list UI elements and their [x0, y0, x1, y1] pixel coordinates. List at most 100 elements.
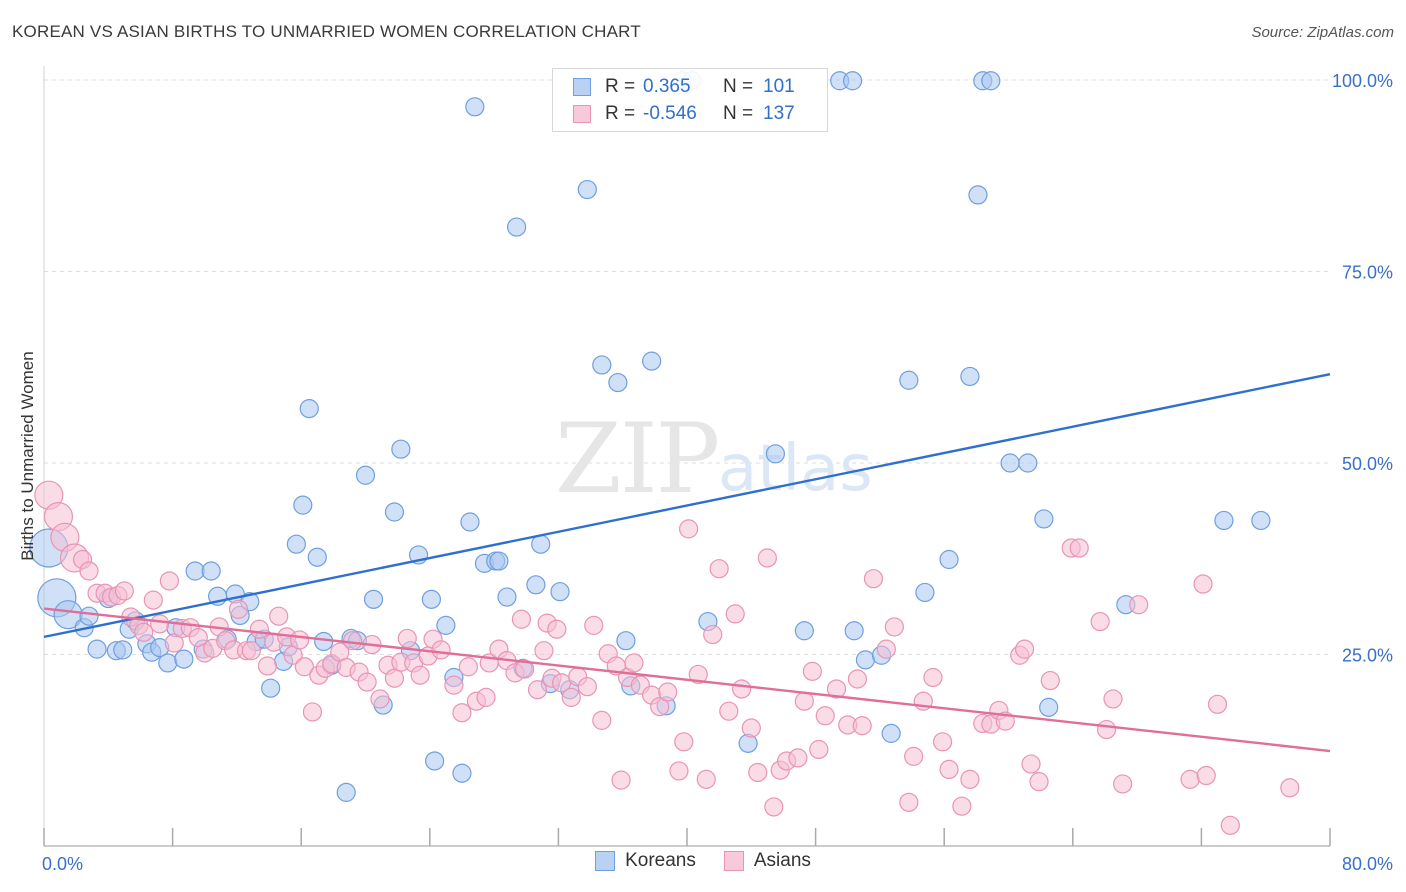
x-tick-label: 80.0%: [1342, 854, 1393, 874]
data-point: [592, 355, 612, 375]
data-point: [764, 797, 784, 817]
data-point: [608, 372, 628, 393]
axes: [43, 66, 1331, 847]
koreans-trendline: [43, 372, 1331, 639]
data-point: [788, 748, 808, 768]
data-point: [842, 71, 863, 91]
data-point: [642, 351, 662, 371]
data-point: [915, 582, 935, 603]
data-point: [592, 710, 612, 730]
data-point: [241, 641, 261, 661]
data-point: [1034, 509, 1054, 529]
watermark: ZIP atlas: [555, 403, 873, 515]
data-point: [688, 664, 708, 685]
data-point: [669, 761, 689, 781]
data-point: [1280, 778, 1300, 798]
data-point: [489, 551, 509, 571]
data-point: [1021, 754, 1041, 774]
y-axis-label: Births to Unmarried Women: [18, 351, 37, 561]
data-point: [1018, 453, 1038, 473]
data-point: [87, 639, 107, 659]
data-point: [336, 782, 356, 802]
asians-r-label: R =: [605, 103, 636, 124]
data-point: [703, 624, 723, 645]
data-point: [286, 534, 306, 554]
legend-koreans-label: Koreans: [625, 850, 696, 871]
data-point: [343, 631, 363, 651]
data-point: [452, 703, 472, 723]
data-point: [1040, 670, 1060, 691]
data-point: [658, 682, 678, 702]
data-point: [174, 649, 194, 669]
data-point: [624, 653, 644, 673]
trendlines: [43, 372, 1331, 753]
data-point: [314, 631, 334, 652]
data-point: [876, 639, 896, 659]
data-point: [1180, 769, 1200, 789]
x-tick-label: 0.0%: [42, 854, 83, 874]
data-point: [497, 587, 517, 607]
data-point: [1096, 719, 1117, 740]
data-point: [550, 582, 570, 602]
data-point: [370, 689, 390, 709]
koreans-swatch: [573, 78, 591, 96]
data-point: [391, 439, 411, 459]
data-point: [425, 751, 445, 771]
data-point: [794, 621, 814, 641]
asians-n-value: 137: [763, 103, 795, 124]
asians-points: [34, 480, 1300, 835]
asians-trendline: [43, 607, 1331, 753]
data-point: [384, 668, 405, 688]
data-point: [852, 716, 872, 736]
data-point: [201, 561, 221, 581]
data-point: [968, 185, 988, 205]
data-point: [1214, 510, 1234, 531]
data-point: [1090, 611, 1110, 632]
data-point: [515, 659, 535, 679]
data-point: [960, 769, 980, 789]
data-point: [293, 495, 313, 515]
gridlines: [44, 79, 1330, 655]
data-point: [431, 640, 451, 660]
data-point: [1039, 697, 1059, 717]
legend-item-koreans: Koreans: [595, 850, 696, 872]
data-point: [1193, 574, 1213, 594]
data-point: [294, 657, 315, 677]
data-point: [159, 571, 179, 591]
asians-swatch: [573, 105, 591, 123]
y-tick-label: 100.0%: [1332, 71, 1393, 91]
data-point: [719, 701, 739, 721]
legend-row-koreans: R = 0.365 N = 101: [573, 74, 795, 100]
data-point: [809, 739, 829, 760]
data-point: [476, 687, 496, 707]
data-point: [307, 547, 327, 567]
data-point: [1069, 538, 1089, 558]
data-point: [611, 770, 631, 790]
data-point: [952, 796, 972, 816]
data-point: [923, 667, 943, 688]
data-point: [844, 621, 864, 641]
data-point: [1129, 595, 1149, 615]
tick-labels: 25.0% 50.0% 75.0% 100.0% 0.0% 80.0%: [42, 71, 1393, 874]
data-point: [465, 97, 485, 117]
data-point: [150, 614, 170, 634]
data-point: [561, 687, 581, 707]
data-point: [143, 590, 163, 610]
data-point: [577, 677, 597, 697]
data-point: [863, 569, 884, 589]
data-point: [847, 669, 867, 689]
legend-item-asians: Asians: [723, 850, 811, 872]
chart-source: Source: ZipAtlas.com: [1251, 24, 1394, 41]
data-point: [299, 399, 319, 419]
data-point: [355, 465, 376, 485]
koreans-n-value: 101: [763, 76, 795, 97]
data-point: [981, 71, 1001, 91]
koreans-n-label: N =: [723, 76, 754, 97]
data-point: [261, 678, 281, 698]
data-point: [899, 370, 919, 390]
data-point: [765, 444, 786, 464]
data-point: [650, 696, 670, 717]
data-point: [696, 769, 716, 789]
legend-row-asians: R = -0.546 N = 137: [573, 101, 795, 127]
